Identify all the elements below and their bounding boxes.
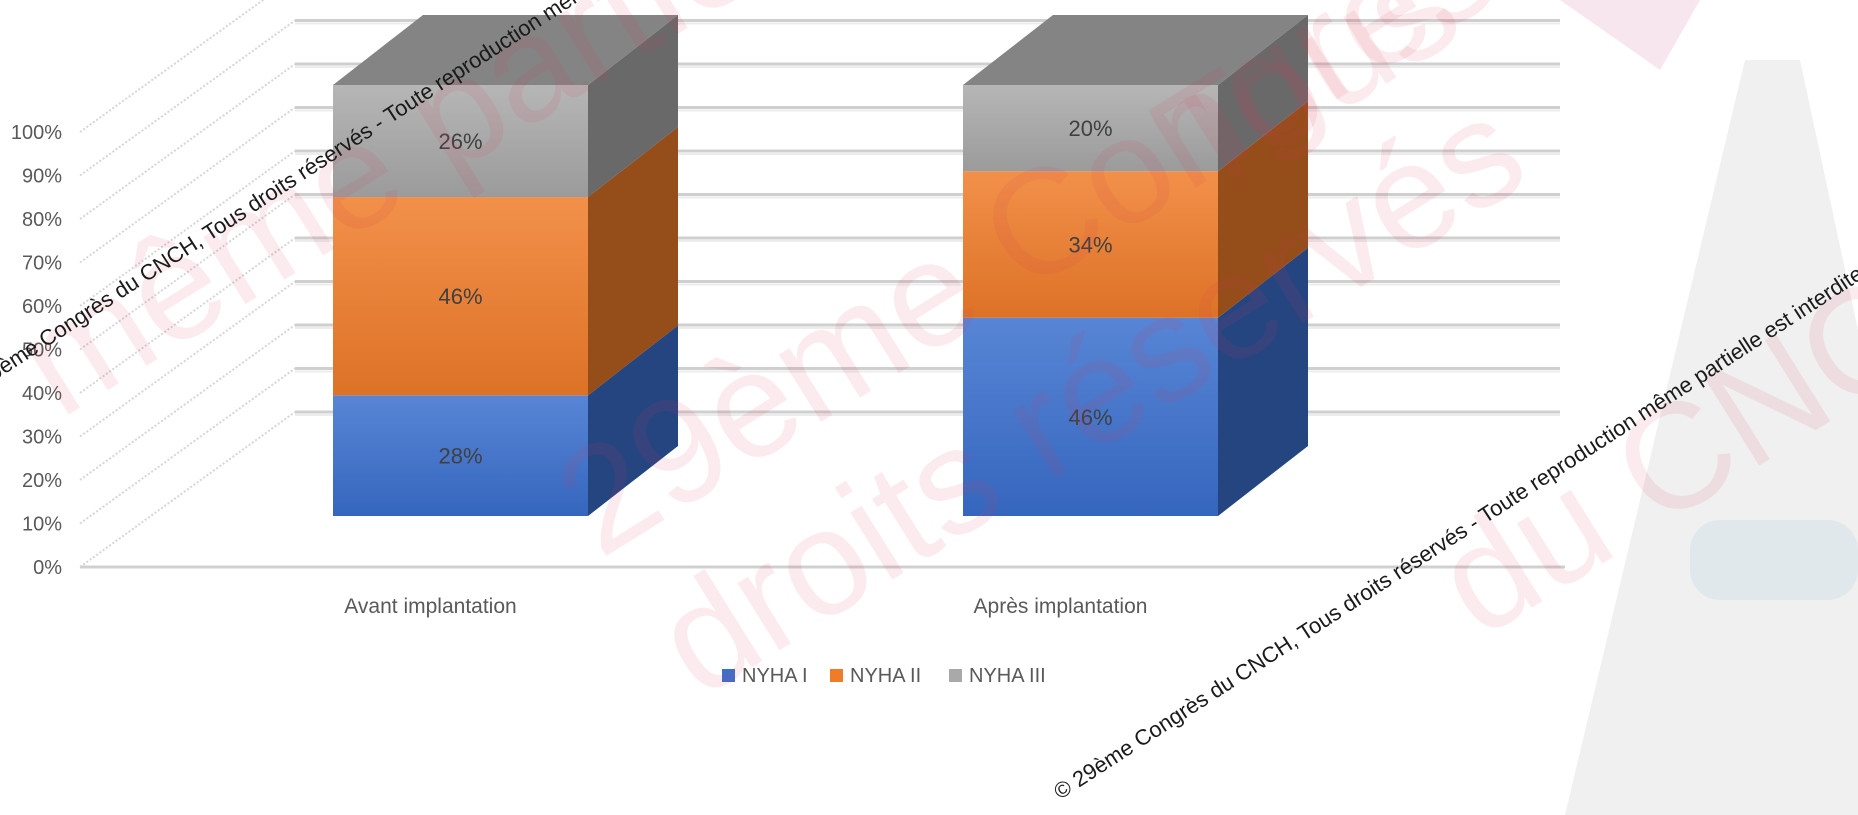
- gridline-diagonal: [79, 193, 296, 351]
- y-tick-label: 100%: [11, 122, 62, 144]
- background-decoration: [1560, 0, 1858, 815]
- y-tick-label: 10%: [22, 514, 62, 536]
- bar-side-nyha-i: [588, 325, 678, 516]
- tower-shape: [1565, 60, 1858, 815]
- data-label: 34%: [1068, 232, 1112, 257]
- gridline-diagonal: [79, 367, 296, 525]
- legend-item: NYHA II: [830, 665, 921, 687]
- legend-item: NYHA I: [722, 665, 808, 687]
- category-label: Après implantation: [974, 595, 1148, 618]
- legend-label: NYHA III: [969, 665, 1046, 687]
- bar-side-nyha-ii: [588, 127, 678, 396]
- bar-side-nyha-i: [1218, 247, 1308, 517]
- bar-top-nyha-iii: [963, 15, 1308, 85]
- y-tick-label: 60%: [22, 296, 62, 318]
- data-label: 20%: [1068, 116, 1112, 141]
- legend-swatch: [722, 669, 735, 682]
- y-tick-label: 50%: [22, 340, 62, 362]
- data-label: 46%: [438, 284, 482, 309]
- gridline-diagonal: [79, 150, 296, 307]
- bar-side-nyha-ii: [1218, 101, 1308, 318]
- bar-front-nyha-iii: [963, 85, 1218, 172]
- bar-top-nyha-iii: [333, 15, 678, 85]
- data-label: 26%: [438, 129, 482, 154]
- gridline-diagonal: [79, 0, 265, 133]
- y-tick-label: 90%: [22, 166, 62, 188]
- legend: NYHA I NYHA II NYHA III: [722, 665, 1046, 687]
- data-label: 28%: [438, 444, 482, 469]
- bar-front-nyha-ii: [963, 171, 1218, 318]
- bar-segment: 46%: [963, 247, 1308, 517]
- y-tick-label: 30%: [22, 427, 62, 449]
- y-tick-label: 80%: [22, 209, 62, 231]
- category-labels: Avant implantation Après implantation: [344, 595, 1147, 618]
- y-tick-label: 40%: [22, 383, 62, 405]
- bar-segment: 46%: [333, 127, 678, 396]
- y-tick-label: 70%: [22, 253, 62, 275]
- gridline-diagonal: [79, 19, 296, 177]
- gridline-diagonal: [79, 411, 296, 568]
- legend-swatch: [830, 669, 843, 682]
- y-tick-label: 0%: [33, 557, 62, 579]
- gridline-diagonal: [79, 280, 296, 438]
- bar-segment: 26%: [333, 15, 678, 198]
- legend-label: NYHA I: [742, 665, 808, 687]
- bar-segment: 28%: [333, 325, 678, 516]
- flag-shape: [1560, 0, 1700, 70]
- bars: 28% 46% 26% 46% 34% 20%: [333, 15, 1308, 517]
- legend-swatch: [949, 669, 962, 682]
- y-axis-ticks: 0% 10% 20% 30% 40% 50% 60% 70% 80% 90% 100%: [11, 122, 62, 579]
- flag-shape: [1690, 520, 1858, 600]
- gridline-diagonal: [79, 237, 296, 394]
- gridline-diagonal: [79, 63, 296, 220]
- data-label: 46%: [1068, 405, 1112, 430]
- y-tick-label: 20%: [22, 470, 62, 492]
- bar-front-nyha-ii: [333, 197, 588, 396]
- bar-side-nyha-iii: [1218, 15, 1308, 172]
- bar-side-nyha-iii: [588, 15, 678, 198]
- bar-segment: 34%: [963, 101, 1308, 318]
- legend-item: NYHA III: [949, 665, 1046, 687]
- bar-segment: 20%: [963, 15, 1308, 172]
- gridline-diagonal: [79, 324, 296, 481]
- bar-front-nyha-i: [963, 317, 1218, 516]
- bar-front-nyha-iii: [333, 85, 588, 198]
- category-label: Avant implantation: [344, 595, 516, 618]
- bar-front-nyha-i: [333, 395, 588, 516]
- legend-label: NYHA II: [850, 665, 921, 687]
- gridline-diagonal: [79, 106, 296, 264]
